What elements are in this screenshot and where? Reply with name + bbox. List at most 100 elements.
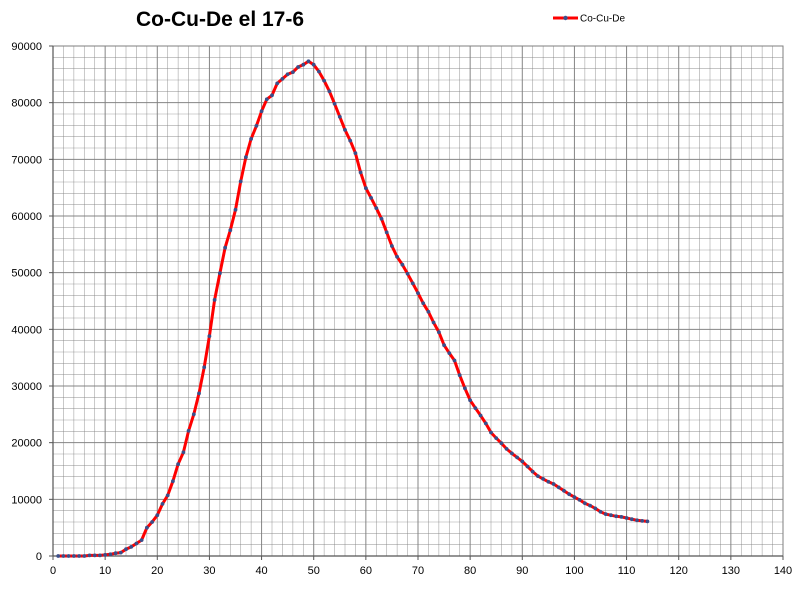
x-tick-label: 40: [255, 565, 267, 577]
y-tick-label: 90000: [11, 41, 42, 53]
legend-marker-swatch: [563, 15, 568, 21]
legend: Co-Cu-De: [553, 14, 625, 25]
y-tick-label: 70000: [11, 154, 42, 166]
data-point: [181, 450, 186, 455]
data-point: [583, 501, 587, 506]
data-point: [186, 428, 191, 433]
data-point: [541, 477, 545, 481]
data-point: [562, 488, 566, 493]
y-tick-label: 30000: [11, 381, 42, 393]
data-point: [223, 245, 228, 250]
data-point: [442, 343, 446, 348]
data-point: [176, 462, 181, 467]
data-point: [275, 81, 280, 86]
y-tick-label: 10000: [11, 494, 42, 506]
data-point: [614, 514, 618, 519]
data-point: [254, 124, 259, 128]
x-tick-label: 10: [99, 565, 111, 577]
y-tick-label: 40000: [11, 324, 42, 336]
data-point: [358, 170, 363, 175]
data-point: [405, 271, 410, 276]
data-point: [327, 89, 332, 94]
x-tick-label: 110: [618, 565, 636, 577]
data-point: [609, 513, 613, 518]
data-point: [165, 493, 170, 498]
data-point: [551, 482, 556, 486]
data-point: [191, 412, 196, 417]
data-point: [228, 228, 233, 233]
data-point: [447, 351, 452, 355]
data-point: [337, 114, 342, 119]
data-point: [494, 436, 499, 440]
data-point: [635, 518, 639, 523]
x-tick-label: 140: [774, 565, 792, 577]
data-point: [56, 554, 61, 558]
legend-label: Co-Cu-De: [580, 14, 625, 25]
data-point: [61, 554, 66, 558]
data-point: [291, 70, 295, 74]
data-point: [457, 373, 462, 378]
data-point: [77, 554, 81, 558]
data-point: [218, 271, 222, 276]
axes: [49, 45, 784, 560]
x-tick-label: 20: [151, 565, 163, 577]
data-point: [322, 78, 326, 83]
y-tick-label: 20000: [11, 438, 42, 450]
series-layer: [56, 59, 650, 558]
data-point: [489, 430, 493, 435]
data-point: [280, 77, 285, 81]
data-point: [593, 506, 598, 511]
x-tick-label: 90: [516, 565, 528, 577]
data-point: [416, 291, 420, 295]
x-tick-label: 120: [670, 565, 688, 577]
data-point: [572, 495, 577, 499]
y-tick-label: 80000: [11, 98, 42, 110]
data-point: [379, 216, 384, 221]
y-tick-labels: 0 10000 20000 30000 40000 50000 60000 70000 8000…: [11, 41, 42, 563]
data-point: [306, 59, 311, 64]
data-point: [207, 334, 212, 338]
data-point: [473, 406, 478, 410]
data-point: [629, 517, 634, 522]
data-point: [259, 109, 264, 114]
data-point: [567, 492, 572, 497]
data-point: [624, 516, 629, 520]
data-point: [270, 93, 274, 98]
data-point: [233, 207, 238, 212]
data-point: [452, 358, 457, 363]
x-tick-label: 60: [360, 565, 372, 577]
data-point: [155, 513, 160, 518]
x-tick-label: 130: [722, 565, 740, 577]
data-point: [546, 479, 551, 484]
x-tick-labels: 0 10 20 30 40 50 60 70 80 90 100 110 120 130 140: [50, 565, 792, 577]
data-point: [113, 551, 118, 556]
data-point: [139, 538, 144, 542]
data-point: [395, 254, 399, 259]
data-point: [212, 298, 217, 302]
data-point: [249, 137, 254, 141]
data-point: [384, 230, 389, 235]
data-point: [598, 509, 603, 514]
data-point: [72, 554, 76, 558]
data-point: [264, 97, 269, 102]
data-point: [499, 441, 504, 446]
data-point: [244, 155, 248, 160]
x-tick-label: 0: [50, 565, 56, 577]
data-point: [197, 391, 201, 396]
data-point: [468, 398, 472, 403]
data-point: [332, 101, 337, 106]
data-point: [556, 485, 561, 490]
data-point: [145, 525, 149, 530]
x-tick-label: 100: [565, 565, 583, 577]
data-point: [108, 552, 113, 557]
data-point: [150, 520, 155, 524]
data-point: [348, 138, 353, 143]
data-point: [238, 179, 243, 184]
data-point: [369, 196, 373, 200]
data-point: [504, 447, 509, 451]
data-point: [400, 262, 405, 267]
data-point: [82, 554, 87, 558]
data-point: [353, 151, 358, 156]
data-point: [134, 541, 139, 546]
